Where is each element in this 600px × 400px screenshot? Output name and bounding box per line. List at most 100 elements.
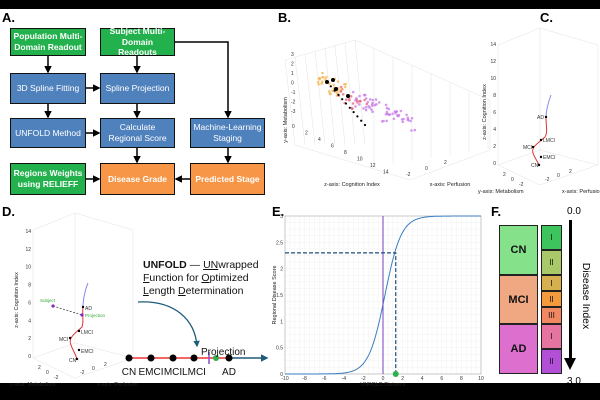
c-y-tick: 0 (511, 177, 514, 183)
b-scatter-point (370, 104, 374, 107)
b-scatter-point (320, 82, 323, 85)
d-stage-point (77, 329, 81, 333)
b-scatter-point (341, 93, 345, 96)
b-x-tick: 0 (425, 166, 428, 172)
c-y-tick: 0 (46, 370, 49, 376)
b-y-tick: 1 (291, 71, 294, 77)
b-scatter-point (386, 112, 389, 116)
d-spline-red (69, 306, 84, 360)
b-z-tick: 10 (357, 157, 363, 163)
c-stage-label: EMCI (543, 155, 556, 161)
b-scatter-point (358, 103, 361, 106)
c-stage-point (539, 138, 543, 142)
b-spline-point (363, 123, 367, 127)
e-y-tick: 1.5 (276, 293, 283, 299)
c-x-axis-label: x-axis: Perfusion (562, 189, 600, 195)
b-y-axis-label: y-axis: Metabolism (283, 97, 289, 143)
b-scatter-point (410, 117, 414, 120)
b-grid-line (324, 48, 336, 146)
b-scatter-point (318, 78, 322, 81)
c-stage-point (537, 163, 541, 167)
stage-cn: CN (499, 225, 538, 275)
b-grid-line (294, 57, 306, 146)
e-x-tick: 2 (401, 376, 404, 382)
b-scatter-point (402, 117, 405, 121)
c-z-tick: 12 (490, 59, 496, 65)
b-z-tick: 14 (383, 170, 389, 176)
b-scatter-point (325, 75, 328, 79)
c-z-tick: 6 (493, 110, 496, 116)
b-scatter-point (395, 110, 399, 113)
d-stage-point (68, 336, 72, 340)
b-scatter-point (332, 83, 336, 87)
b-x-axis-label: x-axis: Perfusion (430, 182, 471, 188)
b-y-tick: -3 (291, 109, 296, 115)
disease-grade-box: Disease Grade (100, 163, 175, 195)
c-y-tick: -2 (54, 375, 59, 381)
b-scatter-point (371, 101, 375, 105)
unfold-stage-point (169, 354, 177, 362)
c-stage-label: AD (537, 115, 544, 121)
c-x-tick: -2 (545, 177, 550, 183)
spline-projection-box: Spline Projection (100, 73, 175, 104)
c-z-tick: 8 (28, 283, 31, 289)
b-scatter-point (324, 78, 327, 81)
e-y-axis-label: Regional Disease Score (272, 265, 278, 324)
unfold-wrapped: wrapped (218, 259, 259, 271)
b-grid-line (354, 39, 366, 146)
e-y-tick: 1 (280, 319, 283, 325)
b-scatter-point (368, 106, 372, 109)
d-stage-label: MCI (59, 337, 68, 343)
index-arrow-shaft (569, 220, 572, 360)
stage-ad: AD (499, 324, 538, 374)
d-stage-label: EMCI (81, 349, 94, 355)
b-scatter-point (385, 119, 389, 123)
substage-cn-2: II (541, 250, 562, 275)
b-scatter-point (385, 106, 389, 110)
plot-c-grid (497, 27, 599, 186)
unfold-acronym: UNFOLD — UNwrapped Function for Optimize… (143, 259, 259, 298)
b-scatter-point (344, 82, 348, 86)
c-spline-blue (545, 94, 552, 119)
b-scatter-point (399, 109, 403, 113)
c-y-tick: 2 (503, 172, 506, 178)
b-scatter-point (356, 99, 359, 102)
e-x-tick: 0 (382, 376, 385, 382)
d-stage-label: LMCI (81, 330, 93, 336)
d-stage-point (77, 348, 81, 352)
e-y-tick: 3 (280, 214, 283, 220)
spline-fitting-box: 3D Spline Fitting (10, 73, 86, 104)
b-scatter-point (336, 80, 340, 83)
b-scatter-point (365, 102, 369, 106)
d-spline-blue (82, 282, 89, 308)
b-x-tick: -2 (406, 172, 411, 178)
e-y-tick: 2.5 (276, 240, 283, 246)
b-scatter-point (356, 101, 359, 104)
stage-mci: MCI (499, 275, 538, 324)
d-projection-line (52, 305, 83, 316)
substage-ad-1: I (541, 324, 562, 349)
d-subject-label: Subject (40, 298, 56, 303)
d-z-axis-label: z-axis: Cognition Index (14, 272, 20, 328)
b-scatter-point (354, 99, 357, 102)
unfold-determination: etermination (185, 285, 244, 297)
b-scatter-point (373, 103, 377, 107)
c-y-axis-label: y-axis: Metabolism (478, 189, 524, 195)
b-scatter-point (371, 98, 375, 102)
b-scatter-point (362, 107, 365, 110)
c-z-tick: 2 (28, 336, 31, 342)
subject-readouts-box: Subject Multi-Domain Readouts (100, 26, 175, 57)
disease-index-label: Disease Index (580, 262, 592, 330)
index-top-label: 0.0 (567, 206, 581, 217)
b-grid-line (314, 51, 326, 146)
panel-a-label: A. (2, 10, 15, 25)
b-spline-point (337, 93, 340, 96)
b-scatter-point (344, 98, 348, 101)
b-y-tick: -1 (291, 90, 296, 96)
unfold-dash: — (186, 259, 204, 271)
b-scatter-point (371, 110, 374, 114)
substage-mci-1: I (541, 275, 562, 291)
unfold-f: F (143, 272, 150, 284)
